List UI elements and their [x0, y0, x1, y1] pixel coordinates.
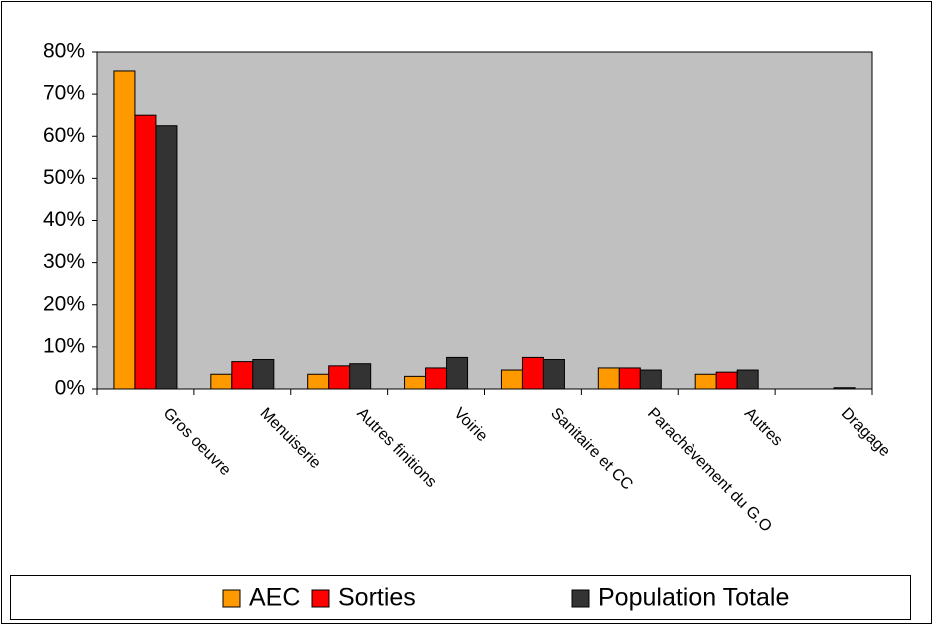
- bar: [349, 363, 372, 390]
- bar: [134, 114, 157, 390]
- y-tick-label: 10%: [43, 334, 85, 357]
- bar: [307, 373, 330, 390]
- bar: [210, 373, 233, 390]
- bar: [715, 371, 738, 390]
- bar: [113, 70, 136, 390]
- bar: [425, 367, 448, 390]
- y-tick-label: 70%: [43, 82, 85, 105]
- bar: [694, 373, 717, 390]
- y-tick-label: 0%: [55, 377, 85, 400]
- bar: [521, 356, 544, 390]
- plot-area: [96, 51, 873, 390]
- bar: [833, 387, 856, 390]
- legend-swatch: [571, 589, 590, 608]
- bar: [597, 367, 620, 390]
- y-tick-label: 40%: [43, 208, 85, 231]
- bar: [231, 361, 254, 390]
- y-tick-label: 80%: [43, 40, 85, 63]
- bar: [252, 359, 275, 390]
- legend-swatch: [222, 589, 241, 608]
- legend-label: AEC: [249, 584, 300, 612]
- bar: [618, 367, 641, 390]
- legend-label: Sorties: [338, 584, 416, 612]
- legend-box: [10, 575, 911, 620]
- y-tick-label: 60%: [43, 124, 85, 147]
- bar: [542, 359, 565, 390]
- bar: [328, 365, 351, 390]
- bar: [736, 369, 759, 390]
- bar: [446, 356, 469, 390]
- y-tick-label: 50%: [43, 166, 85, 189]
- bar: [404, 375, 427, 390]
- y-tick-label: 30%: [43, 250, 85, 273]
- legend-label: Population Totale: [598, 584, 789, 612]
- y-tick-label: 20%: [43, 292, 85, 315]
- bar: [155, 125, 178, 390]
- legend-swatch: [311, 589, 330, 608]
- bar: [639, 369, 662, 390]
- bar: [500, 369, 523, 390]
